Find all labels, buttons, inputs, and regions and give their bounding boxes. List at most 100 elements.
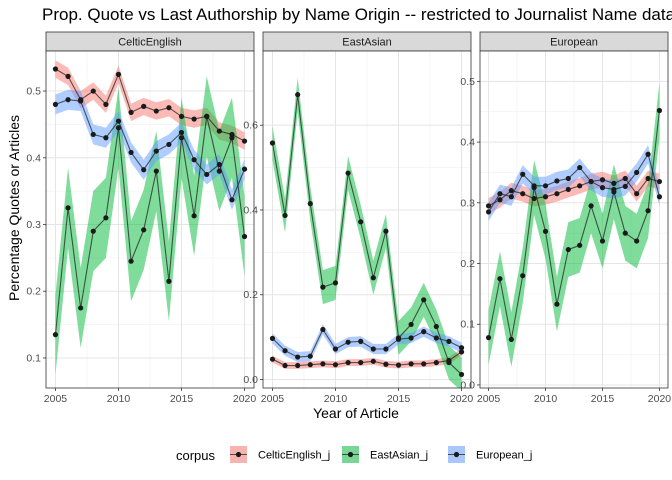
series-line-EastAsian_j bbox=[488, 110, 661, 340]
data-point-EastAsian_j bbox=[178, 135, 185, 141]
confidence-band-EastAsian_j bbox=[488, 83, 660, 367]
data-point-CelticEnglish_j bbox=[307, 362, 313, 368]
x-tick-label: 2005 bbox=[261, 393, 285, 405]
data-point-EastAsian_j bbox=[565, 246, 571, 253]
data-point-EastAsian_j bbox=[332, 280, 339, 286]
x-tick-label: 2010 bbox=[324, 393, 348, 405]
data-point-CelticEnglish_j bbox=[554, 191, 560, 197]
data-point-European_j bbox=[358, 338, 364, 344]
legend-label: CelticEnglish_j bbox=[258, 450, 330, 462]
data-point-CelticEnglish_j bbox=[216, 128, 222, 134]
data-point-EastAsian_j bbox=[622, 230, 628, 236]
data-point-European_j bbox=[634, 169, 640, 176]
legend: corpus CelticEnglish_j EastAsian_j Europea… bbox=[176, 446, 532, 463]
legend-title: corpus bbox=[176, 448, 216, 463]
data-point-European_j bbox=[141, 167, 147, 173]
data-point-EastAsian_j bbox=[282, 212, 288, 219]
data-point-EastAsian_j bbox=[599, 238, 606, 244]
data-point-European_j bbox=[554, 178, 560, 184]
data-point-CelticEnglish_j bbox=[577, 183, 583, 189]
data-point-CelticEnglish_j bbox=[269, 356, 276, 362]
data-point-EastAsian_j bbox=[508, 336, 514, 343]
data-point-EastAsian_j bbox=[542, 228, 549, 234]
data-point-CelticEnglish_j bbox=[656, 178, 663, 185]
data-point-CelticEnglish_j bbox=[395, 362, 402, 368]
x-tick-label: 2010 bbox=[534, 393, 558, 405]
data-point-CelticEnglish_j bbox=[141, 103, 147, 109]
data-point-European_j bbox=[611, 186, 617, 193]
data-point-EastAsian_j bbox=[458, 371, 465, 378]
data-point-EastAsian_j bbox=[78, 305, 84, 311]
plot-data bbox=[52, 60, 248, 375]
data-point-CelticEnglish_j bbox=[52, 66, 59, 72]
data-point-EastAsian_j bbox=[554, 301, 560, 307]
data-point-European_j bbox=[282, 348, 288, 354]
data-point-CelticEnglish_j bbox=[332, 362, 339, 368]
y-tick-label: 0.5 bbox=[460, 76, 475, 88]
data-point-European_j bbox=[345, 339, 351, 345]
data-point-European_j bbox=[90, 131, 96, 138]
series-line-CelticEnglish_j bbox=[55, 68, 245, 142]
data-point-EastAsian_j bbox=[241, 233, 248, 240]
x-tick-label: 2020 bbox=[233, 393, 257, 405]
data-point-European_j bbox=[153, 148, 159, 154]
data-point-EastAsian_j bbox=[204, 113, 210, 119]
data-point-CelticEnglish_j bbox=[542, 194, 549, 200]
data-point-European_j bbox=[520, 171, 526, 177]
series-line-EastAsian_j bbox=[54, 116, 246, 335]
y-tick-label: 0.3 bbox=[460, 197, 475, 209]
data-point-CelticEnglish_j bbox=[178, 113, 185, 119]
data-point-EastAsian_j bbox=[421, 297, 427, 303]
data-point-European_j bbox=[166, 141, 172, 148]
data-point-EastAsian_j bbox=[90, 228, 96, 234]
x-axis-title: Year of Article bbox=[313, 405, 399, 421]
data-point-EastAsian_j bbox=[65, 205, 71, 211]
x-tick-label: 2015 bbox=[170, 393, 194, 405]
data-point-European_j bbox=[370, 346, 376, 352]
data-point-CelticEnglish_j bbox=[634, 191, 640, 197]
confidence-band-European_j bbox=[55, 89, 245, 210]
data-point-EastAsian_j bbox=[433, 323, 439, 330]
data-point-European_j bbox=[433, 335, 439, 341]
data-point-European_j bbox=[577, 164, 583, 171]
data-point-European_j bbox=[115, 118, 122, 124]
y-tick-label: 0.2 bbox=[26, 286, 41, 298]
data-point-European_j bbox=[645, 151, 651, 157]
data-point-CelticEnglish_j bbox=[153, 108, 159, 114]
data-point-EastAsian_j bbox=[229, 135, 235, 141]
data-point-CelticEnglish_j bbox=[565, 186, 571, 193]
legend-item-CelticEnglish_j: CelticEnglish_j bbox=[230, 446, 330, 463]
data-point-CelticEnglish_j bbox=[622, 175, 628, 182]
data-point-European_j bbox=[497, 191, 503, 197]
facet-strip-label: European bbox=[550, 37, 598, 49]
series-line-European_j bbox=[272, 328, 462, 358]
panel-border bbox=[45, 50, 255, 389]
y-tick-label: 0.1 bbox=[460, 319, 475, 331]
data-point-CelticEnglish_j bbox=[485, 203, 492, 209]
data-point-CelticEnglish_j bbox=[383, 361, 389, 367]
data-point-EastAsian_j bbox=[634, 238, 640, 244]
data-point-European_j bbox=[128, 149, 134, 156]
data-point-European_j bbox=[65, 97, 71, 103]
data-point-European_j bbox=[320, 326, 326, 333]
data-point-CelticEnglish_j bbox=[103, 101, 109, 107]
series-line-European_j bbox=[488, 152, 660, 213]
y-tick-label: 0.1 bbox=[26, 352, 41, 364]
data-point-EastAsian_j bbox=[128, 258, 134, 264]
data-point-European_j bbox=[383, 346, 389, 352]
chart-title: Prop. Quote vs Last Authorship by Name O… bbox=[42, 5, 672, 24]
data-point-CelticEnglish_j bbox=[358, 359, 364, 366]
data-point-CelticEnglish_j bbox=[508, 188, 514, 194]
data-point-European_j bbox=[446, 338, 452, 344]
series-line-CelticEnglish_j bbox=[272, 351, 462, 367]
data-point-European_j bbox=[622, 183, 628, 190]
legend-label: EastAsian_j bbox=[370, 450, 428, 462]
data-point-European_j bbox=[421, 329, 427, 335]
data-point-EastAsian_j bbox=[52, 332, 59, 338]
data-point-EastAsian_j bbox=[103, 215, 109, 221]
y-tick-label: 0.4 bbox=[460, 137, 475, 149]
data-point-CelticEnglish_j bbox=[433, 359, 439, 366]
data-point-CelticEnglish_j bbox=[191, 116, 197, 122]
data-point-EastAsian_j bbox=[358, 219, 364, 225]
data-point-EastAsian_j bbox=[497, 276, 503, 282]
